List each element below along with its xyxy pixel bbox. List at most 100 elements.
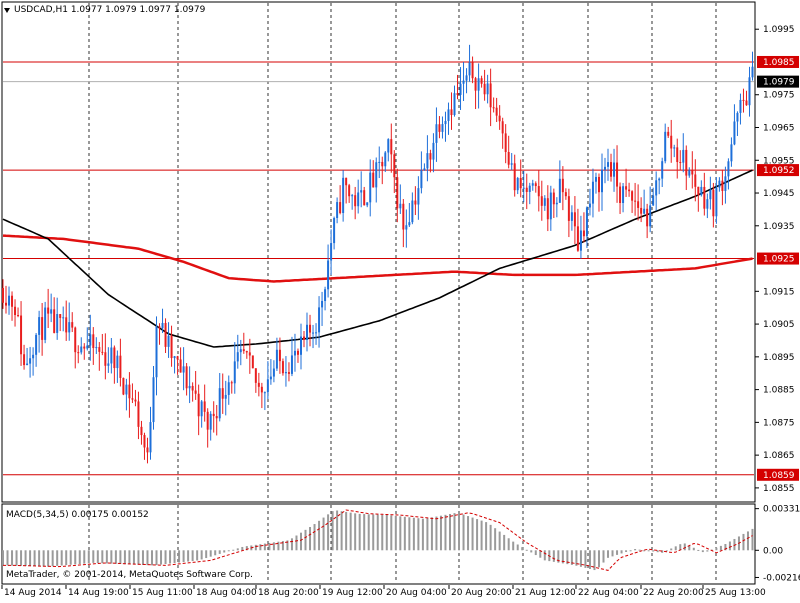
macd-bar — [566, 550, 569, 565]
macd-bar — [2, 550, 4, 566]
chevron-down-icon[interactable] — [4, 8, 10, 13]
candle-body — [254, 368, 257, 383]
macd-bar — [561, 550, 564, 564]
macd-bar — [304, 529, 307, 551]
macd-bar — [476, 519, 479, 551]
candle-body — [266, 379, 269, 393]
candle-body — [736, 112, 739, 122]
candle-body — [507, 151, 510, 165]
candle-body — [661, 161, 664, 179]
time-axis: 14 Aug 2014 14 Aug 19:00 15 Aug 11:00 18 Au… — [1, 585, 766, 598]
candle-body — [98, 347, 101, 352]
candle-body — [420, 170, 423, 189]
candle-body — [724, 176, 727, 191]
macd-bar — [173, 550, 176, 564]
macd-bar — [620, 550, 623, 554]
candle-body — [570, 212, 573, 221]
candle-body — [197, 393, 200, 417]
candle-body — [543, 198, 546, 206]
candle-body — [697, 186, 700, 196]
macd-bar — [340, 511, 343, 551]
level-tag-label: 1.0952 — [763, 166, 795, 176]
candle-body — [682, 149, 685, 163]
candle-body — [534, 183, 537, 187]
candle-body — [275, 349, 278, 369]
macd-bar — [123, 550, 126, 565]
candle-body — [555, 202, 558, 205]
macd-bar — [715, 547, 718, 551]
candle-body — [203, 401, 206, 412]
candle-body — [634, 200, 637, 202]
horizontal-levels[interactable]: 1.0985 1.0952 1.0925 1.0859 1.0979 — [3, 55, 799, 481]
candle-body — [652, 195, 655, 206]
candle-body — [673, 147, 676, 149]
macd-bar — [318, 520, 321, 551]
candle-body — [191, 385, 194, 391]
macd-bar — [209, 550, 212, 557]
level-tag — [757, 55, 799, 68]
level-tag — [757, 164, 799, 177]
macd-bar — [728, 541, 731, 551]
candle-body — [591, 181, 594, 204]
price-label: 1.0855 — [763, 484, 795, 494]
macd-bar — [638, 549, 641, 551]
macd-bar — [602, 550, 605, 563]
macd-bar — [462, 514, 465, 551]
candle-body — [402, 203, 405, 230]
macd-bar — [417, 518, 420, 551]
candle-body — [552, 192, 555, 205]
macd-bar — [439, 515, 442, 551]
candle-body — [447, 109, 450, 121]
macd-bar — [697, 549, 700, 551]
level-tag — [757, 252, 799, 265]
macd-bar — [214, 550, 217, 556]
macd-bar — [494, 528, 497, 551]
candle-body — [390, 139, 393, 155]
macd-bar — [245, 546, 248, 551]
macd-bar — [507, 538, 510, 551]
price-axis: 1.0995 1.0975 1.0965 1.0955 1.0945 1.0935 1.09… — [755, 25, 795, 494]
macd-bar — [169, 550, 172, 564]
macd-bar — [263, 543, 266, 551]
price-label: 1.0905 — [763, 320, 795, 330]
candle-body — [29, 358, 32, 364]
macd-bar — [634, 549, 637, 551]
macd-bar — [625, 550, 628, 552]
candle-body — [363, 190, 366, 206]
copyright-text: MetaTrader, © 2001-2014, MetaQuotes Soft… — [6, 570, 253, 580]
candle-body — [336, 202, 339, 219]
candle-body — [637, 201, 640, 208]
candle-body — [375, 162, 378, 188]
candle-body — [47, 307, 50, 314]
candle-body — [179, 359, 182, 373]
candle-body — [170, 335, 173, 359]
candle-body — [655, 180, 658, 196]
macd-bar — [110, 550, 113, 564]
price-label: 1.0875 — [763, 418, 795, 428]
candle-body — [59, 314, 62, 318]
candle-body — [327, 260, 330, 290]
macd-bar — [525, 549, 528, 551]
macd-bar — [376, 514, 379, 551]
macd-bar — [182, 550, 185, 563]
candle-body — [435, 124, 438, 143]
price-label: 1.0965 — [763, 124, 795, 134]
candle-body — [628, 189, 631, 192]
candle-body — [640, 207, 643, 214]
candle-body — [318, 307, 321, 333]
price-label: 1.0975 — [763, 91, 795, 101]
candle-body — [622, 186, 625, 203]
candle-body — [140, 426, 143, 436]
candle-body — [685, 149, 688, 176]
macd-bar — [458, 513, 461, 551]
candle-body — [113, 347, 116, 369]
candle-body — [679, 162, 682, 164]
candle-body — [528, 185, 531, 192]
macd-bar — [448, 513, 451, 551]
candle-body — [224, 394, 227, 399]
candle-body — [287, 372, 290, 374]
macd-bar — [503, 534, 506, 551]
candle-body — [549, 192, 552, 220]
